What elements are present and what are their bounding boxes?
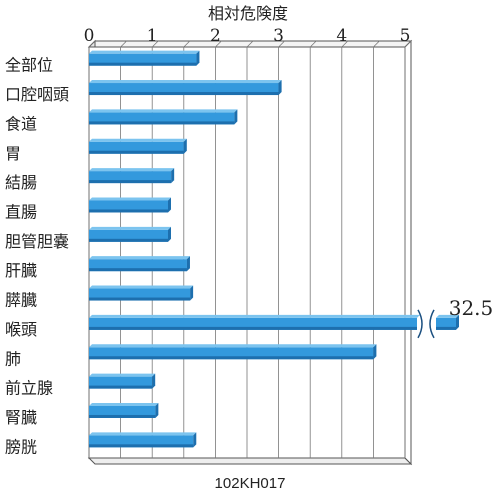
x-tick-label: 0 bbox=[84, 26, 95, 46]
bar bbox=[89, 285, 194, 301]
bar bbox=[89, 50, 200, 66]
x-tick-label: 5 bbox=[400, 26, 411, 46]
bar bbox=[89, 432, 197, 448]
category-label: 全部位 bbox=[5, 56, 53, 75]
x-tick-label: 3 bbox=[273, 26, 284, 46]
category-label: 胃 bbox=[5, 144, 21, 163]
category-label: 膵臓 bbox=[5, 291, 37, 310]
category-label: 肝臓 bbox=[5, 261, 37, 280]
category-label: 直腸 bbox=[5, 202, 37, 221]
bar bbox=[89, 344, 377, 360]
category-label: 膀胱 bbox=[5, 437, 37, 456]
grid-line bbox=[246, 40, 254, 48]
grid-line bbox=[215, 40, 222, 48]
x-tick-label: 4 bbox=[336, 26, 347, 46]
bar bbox=[89, 168, 175, 184]
grid-line bbox=[120, 40, 127, 48]
bar bbox=[89, 138, 187, 154]
bar bbox=[89, 226, 171, 242]
grid-line bbox=[373, 40, 380, 48]
chart-caption: 102KH017 bbox=[215, 475, 286, 492]
category-label: 喉頭 bbox=[5, 320, 37, 339]
bar bbox=[89, 402, 159, 418]
bar bbox=[89, 256, 190, 272]
category-label: 結腸 bbox=[5, 173, 37, 192]
break-value-label: 32.5 bbox=[449, 296, 494, 320]
chart-title: 相対危険度 bbox=[208, 4, 288, 23]
grid-line bbox=[309, 40, 317, 48]
grid-line bbox=[278, 40, 285, 48]
grid-line bbox=[404, 40, 412, 48]
bar bbox=[89, 80, 282, 96]
grid-line bbox=[341, 40, 349, 48]
bars bbox=[89, 50, 459, 448]
x-tick-label: 2 bbox=[210, 26, 221, 46]
bar-broken bbox=[89, 309, 459, 339]
category-label: 前立腺 bbox=[5, 379, 53, 398]
category-label: 肺 bbox=[5, 349, 21, 368]
x-tick-label: 1 bbox=[147, 26, 158, 46]
category-label: 腎臓 bbox=[5, 408, 37, 427]
category-label: 口腔咽頭 bbox=[5, 85, 69, 104]
bar bbox=[89, 373, 156, 389]
plot-bottom-face bbox=[87, 457, 413, 465]
category-label: 胆管胆嚢 bbox=[5, 232, 69, 251]
grid-line bbox=[151, 40, 159, 48]
category-label: 食道 bbox=[5, 114, 37, 133]
plot-right-face bbox=[404, 39, 412, 466]
grid-line bbox=[183, 40, 191, 48]
x-tick-labels: 0 1 2 3 4 5 bbox=[84, 26, 411, 46]
plot-frame bbox=[87, 39, 413, 466]
grid-line bbox=[88, 40, 96, 48]
bar bbox=[89, 109, 238, 125]
bar bbox=[89, 197, 171, 213]
